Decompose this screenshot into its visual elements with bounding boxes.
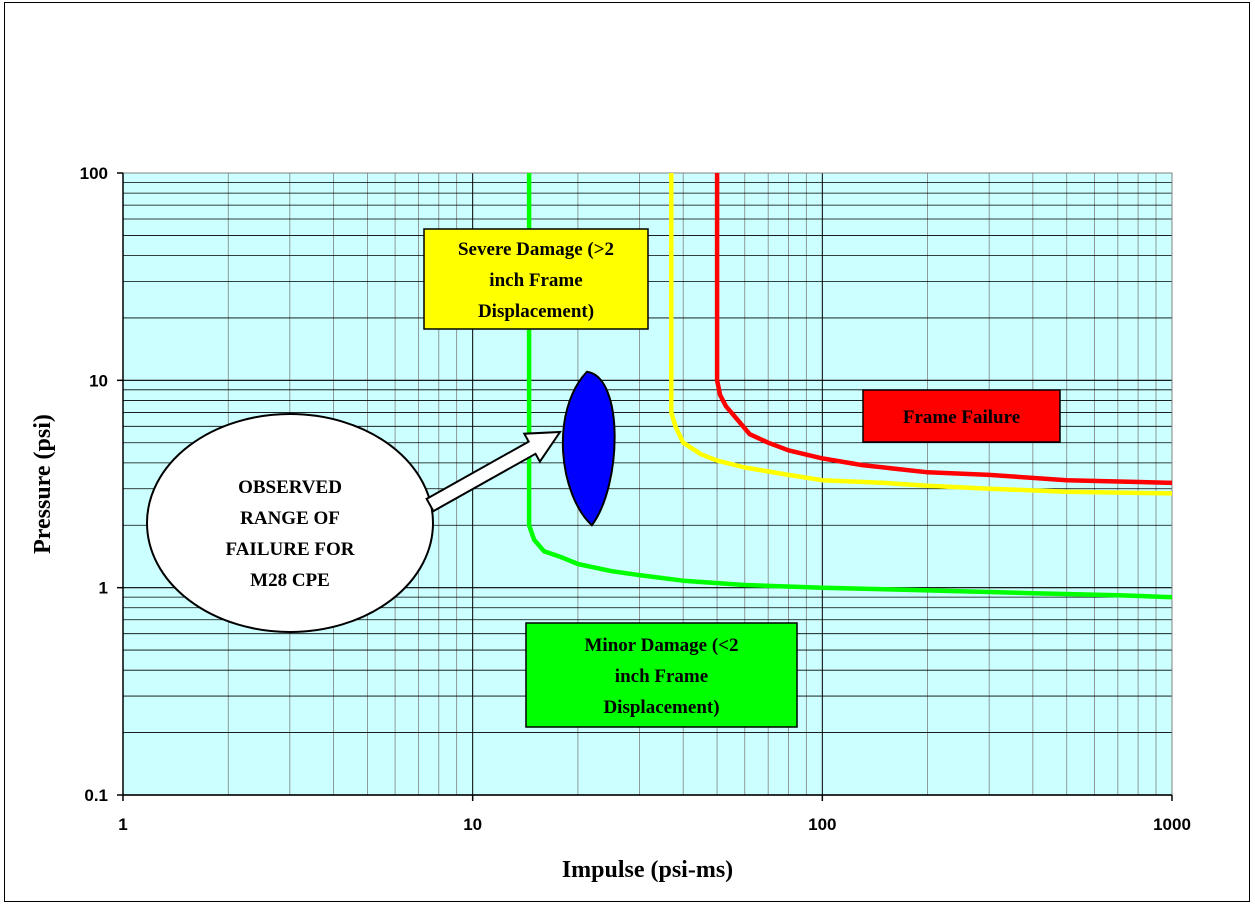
callout-arrow: [425, 430, 562, 513]
severe-label-text: Displacement): [478, 301, 594, 322]
minor-label-box: [525, 622, 798, 728]
severe-label-text: Severe Damage (>2: [458, 239, 614, 260]
observed-range-label: OBSERVED RANGE OF FAILURE FOR M28 CPE: [226, 477, 355, 591]
minor-label-text: Minor Damage (<2: [584, 635, 738, 656]
frame-failure-curve: [714, 173, 1173, 486]
y-axis-title: Pressure (psi): [30, 414, 56, 554]
y-tick-label: 1: [99, 579, 108, 598]
minor-damage-curve: [526, 173, 1173, 600]
frame-failure-label-text: Frame Failure: [903, 407, 1020, 428]
minor-label-text: Displacement): [603, 697, 719, 718]
minor-label: Minor Damage (<2 inch Frame Displacement): [584, 635, 738, 718]
frame-failure-label-box: [862, 389, 1061, 443]
severe-label-box: [423, 228, 649, 330]
y-tick-label: 100: [80, 164, 108, 183]
x-tick-label: 100: [808, 815, 836, 834]
observed-range-text: RANGE OF: [240, 508, 340, 529]
minor-label-text: inch Frame: [615, 666, 708, 687]
x-tick-label: 10: [463, 815, 482, 834]
observed-failure-region: [561, 370, 616, 527]
observed-range-callout: [146, 413, 434, 633]
observed-range-text: FAILURE FOR: [226, 539, 355, 560]
x-axis-title: Impulse (psi-ms): [562, 857, 733, 883]
observed-range-text: OBSERVED: [238, 477, 342, 498]
frame-failure-label: Frame Failure: [903, 407, 1020, 428]
severe-label: Severe Damage (>2 inch Frame Displacement): [458, 239, 614, 322]
severe-damage-curve: [669, 173, 1173, 496]
x-tick-label: 1000: [1153, 815, 1191, 834]
y-tick-label: 0.1: [84, 786, 108, 805]
severe-label-text: inch Frame: [489, 270, 582, 291]
observed-range-text: M28 CPE: [250, 570, 330, 591]
x-tick-label: 1: [118, 815, 127, 834]
y-tick-label: 10: [89, 371, 108, 390]
